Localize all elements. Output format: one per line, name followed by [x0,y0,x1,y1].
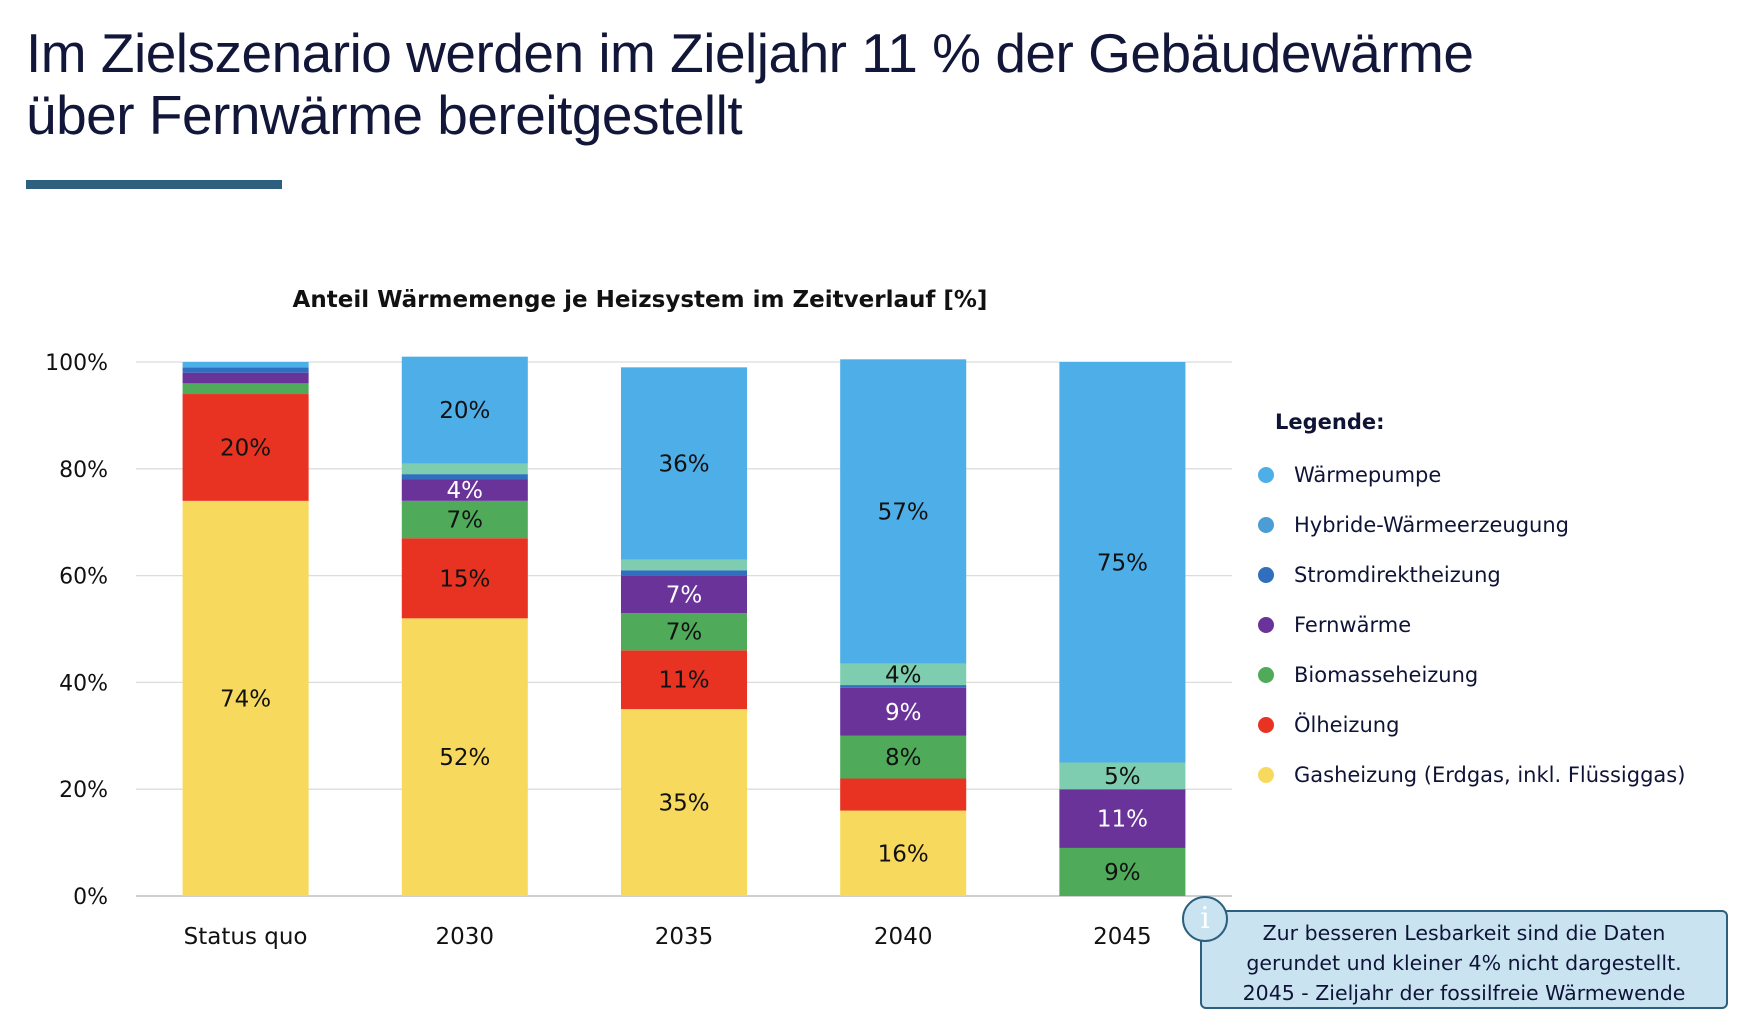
legend-label: Stromdirektheizung [1294,563,1501,587]
x-tick-label: 2035 [655,924,714,950]
data-label: 7% [447,508,484,534]
bar-segment [401,474,528,480]
x-tick-label: 2040 [874,924,933,950]
legend-item: Gasheizung (Erdgas, inkl. Flüssiggas) [1258,750,1685,800]
legend-item: Fernwärme [1258,600,1685,650]
legend-swatch-icon [1258,567,1274,583]
bar-segment [620,709,748,896]
data-label: 11% [658,668,709,694]
data-label: 7% [666,620,703,646]
data-label: 74% [220,686,271,712]
bar-segment [840,810,967,896]
bar-segment [620,570,748,576]
bar-segment [1059,847,1186,896]
legend-swatch-icon [1258,617,1274,633]
data-label: 16% [878,841,929,867]
legend: Legende: Wärmepumpe Hybride-Wärmeerzeugun… [1258,410,1685,800]
data-label: 75% [1097,550,1148,576]
legend-item: Stromdirektheizung [1258,550,1685,600]
data-label: 5% [1104,764,1141,790]
legend-label: Wärmepumpe [1294,463,1442,487]
legend-swatch-icon [1258,517,1274,533]
bar-segment [620,367,748,560]
info-icon: i [1182,896,1228,942]
bar-segment [182,383,309,395]
data-label: 4% [447,478,484,504]
legend-item: Hybride-Wärmeerzeugung [1258,500,1685,550]
legend-label: Biomasseheizung [1294,663,1479,687]
bar-segment [182,367,309,373]
title-accent-bar [26,180,282,189]
bar-segment [401,618,528,896]
note-line-1: Zur besseren Lesbarkeit sind die Daten [1262,921,1666,945]
bar-segment [840,778,967,811]
bar-segment [620,559,748,571]
data-label: 20% [220,435,271,461]
data-label: 4% [885,662,922,688]
legend-swatch-icon [1258,667,1274,683]
legend-swatch-icon [1258,767,1274,783]
bar-segment [401,538,528,619]
legend-swatch-icon [1258,467,1274,483]
data-label: 20% [439,398,490,424]
data-label: 57% [878,500,929,526]
data-label: 8% [885,745,922,771]
bar-segment [1059,362,1186,763]
bar-segment [182,372,309,384]
bar-segment [401,479,528,501]
bar-segment [182,394,309,501]
legend-label: Fernwärme [1294,613,1412,637]
y-tick-label: 0% [73,885,108,910]
bar-segment [401,500,528,539]
y-tick-label: 40% [59,671,108,696]
bar-segment [1059,762,1186,790]
data-label: 11% [1097,807,1148,833]
x-tick-label: Status quo [184,924,308,950]
y-tick-label: 20% [59,778,108,803]
data-label: 9% [1104,860,1141,886]
legend-title: Legende: [1275,410,1385,434]
bar-segment [620,575,748,613]
legend-swatch-icon [1258,717,1274,733]
legend-label: Ölheizung [1294,713,1400,737]
data-label: 9% [885,700,922,726]
data-label: 35% [658,791,709,817]
bar-segment [840,663,967,686]
info-note: Zur besseren Lesbarkeit sind die Daten g… [1200,910,1728,1009]
bar-segment [401,356,528,464]
legend-label: Hybride-Wärmeerzeugung [1294,513,1570,537]
data-label: 15% [439,566,490,592]
slide-title-line-2: über Fernwärme bereitgestellt [26,84,743,146]
bar-segment [840,359,967,664]
slide-title: Im Zielszenario werden im Zieljahr 11 % … [26,22,1706,146]
bar-segment [840,687,967,736]
y-tick-label: 80% [59,458,108,483]
x-tick-label: 2045 [1093,924,1152,950]
bar-segment [182,362,309,368]
bar-segment [182,500,309,896]
bar-segment [401,463,528,475]
bar-segment [840,685,967,688]
chart-title: Anteil Wärmemenge je Heizsystem im Zeitv… [292,287,988,313]
note-line-3: 2045 - Zieljahr der fossilfreie Wärmewen… [1242,981,1686,1005]
legend-item: Ölheizung [1258,700,1685,750]
legend-label: Gasheizung (Erdgas, inkl. Flüssiggas) [1294,763,1686,787]
bar-segment [620,650,748,710]
x-tick-label: 2030 [436,924,495,950]
data-label: 7% [666,582,703,608]
y-tick-label: 100% [45,351,108,376]
data-label: 36% [658,451,709,477]
y-tick-label: 60% [59,565,108,590]
slide-title-line-1: Im Zielszenario werden im Zieljahr 11 % … [26,22,1474,84]
bar-segment [1059,789,1186,848]
note-line-2: gerundet und kleiner 4% nicht dargestell… [1246,951,1682,975]
legend-item: Wärmepumpe [1258,450,1685,500]
bar-segment [620,612,748,651]
bar-segment [840,735,967,779]
legend-item: Biomasseheizung [1258,650,1685,700]
data-label: 52% [439,745,490,771]
